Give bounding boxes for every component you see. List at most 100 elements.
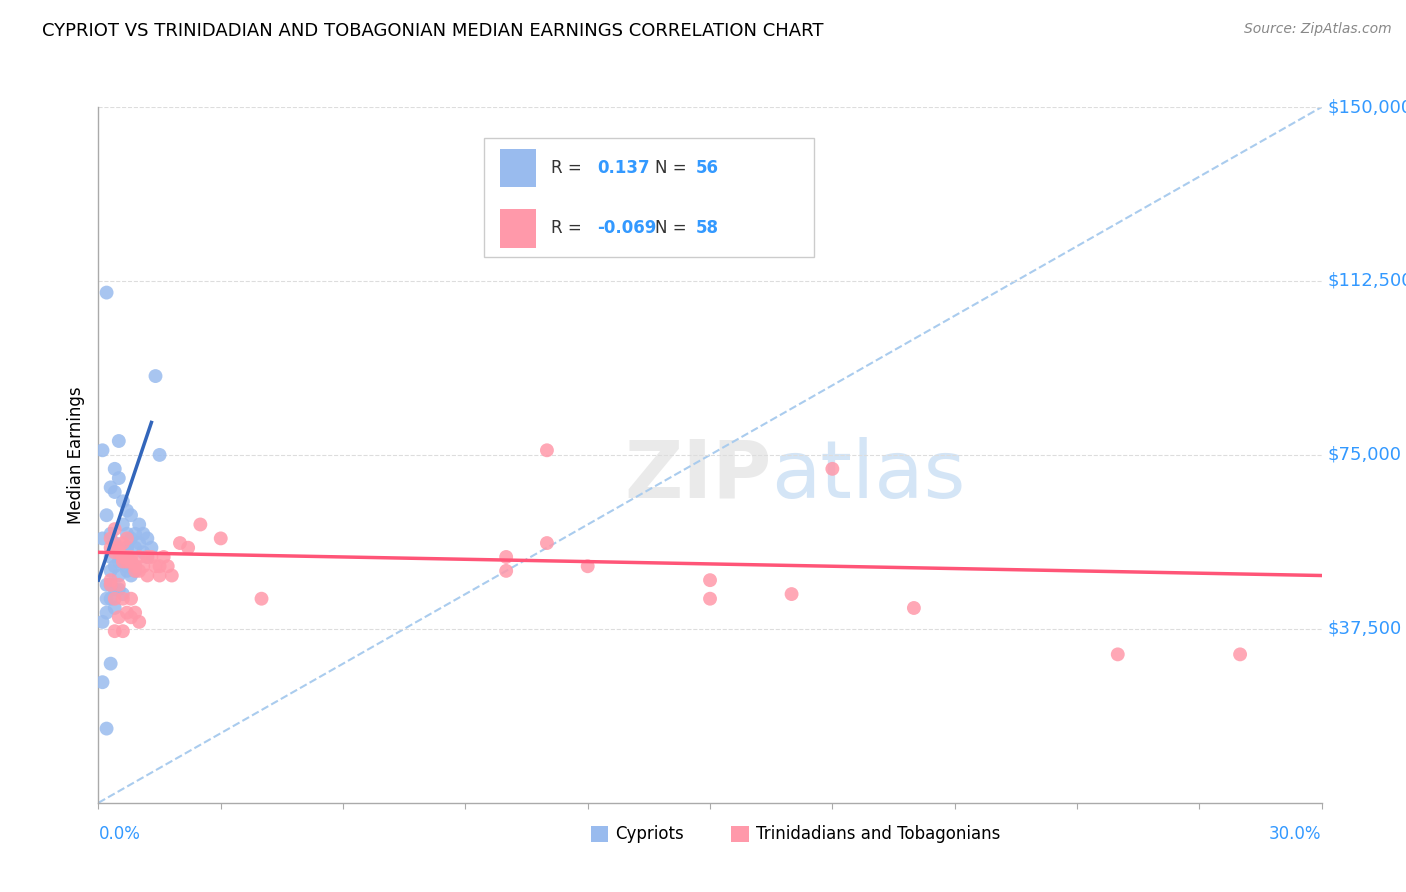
- Point: [111, 549, 134, 564]
- Point: [104, 485, 127, 500]
- Point: [111, 517, 134, 532]
- FancyBboxPatch shape: [499, 210, 536, 248]
- Point: [536, 443, 558, 458]
- Point: [124, 559, 146, 574]
- Point: [100, 480, 122, 494]
- Point: [149, 568, 172, 582]
- Point: [108, 568, 131, 582]
- Point: [100, 573, 122, 587]
- Point: [91, 443, 114, 458]
- Point: [780, 587, 803, 601]
- Text: 0.137: 0.137: [598, 159, 650, 177]
- Point: [100, 549, 122, 564]
- Point: [149, 448, 172, 462]
- Point: [132, 559, 155, 574]
- Point: [104, 545, 127, 559]
- Text: Source: ZipAtlas.com: Source: ZipAtlas.com: [1244, 22, 1392, 37]
- Point: [124, 564, 146, 578]
- Point: [91, 532, 114, 546]
- Point: [96, 508, 118, 523]
- Text: N =: N =: [655, 159, 692, 177]
- Point: [903, 601, 925, 615]
- Point: [108, 610, 131, 624]
- Text: Trinidadians and Tobagonians: Trinidadians and Tobagonians: [756, 825, 1000, 843]
- Point: [108, 582, 131, 597]
- Point: [145, 559, 167, 574]
- Point: [108, 555, 131, 569]
- Text: R =: R =: [551, 159, 588, 177]
- Text: Cypriots: Cypriots: [616, 825, 683, 843]
- Point: [124, 564, 146, 578]
- Point: [149, 559, 172, 574]
- Point: [104, 591, 127, 606]
- Text: ZIP: ZIP: [624, 437, 772, 515]
- Point: [821, 462, 844, 476]
- Point: [536, 536, 558, 550]
- Point: [108, 471, 131, 485]
- Point: [124, 526, 146, 541]
- Text: 56: 56: [696, 159, 718, 177]
- Point: [495, 549, 517, 564]
- Point: [100, 578, 122, 592]
- Point: [100, 541, 122, 555]
- Point: [120, 591, 142, 606]
- Point: [108, 434, 131, 448]
- Point: [128, 549, 150, 564]
- Point: [145, 369, 167, 384]
- Point: [128, 615, 150, 629]
- Point: [699, 573, 721, 587]
- Point: [141, 549, 163, 564]
- Point: [115, 549, 138, 564]
- Text: N =: N =: [655, 219, 692, 237]
- Point: [115, 555, 138, 569]
- Text: 0.0%: 0.0%: [98, 825, 141, 843]
- Point: [104, 601, 127, 615]
- Point: [111, 555, 134, 569]
- Point: [96, 285, 118, 300]
- Point: [96, 591, 118, 606]
- Point: [1229, 648, 1251, 662]
- Text: $75,000: $75,000: [1327, 446, 1402, 464]
- Point: [136, 568, 159, 582]
- Point: [169, 536, 191, 550]
- Point: [156, 559, 179, 574]
- Point: [120, 555, 142, 569]
- Point: [111, 555, 134, 569]
- Point: [100, 591, 122, 606]
- Point: [100, 564, 122, 578]
- Point: [132, 526, 155, 541]
- Point: [115, 564, 138, 578]
- Point: [104, 582, 127, 597]
- Point: [120, 610, 142, 624]
- Text: -0.069: -0.069: [598, 219, 657, 237]
- Point: [209, 532, 232, 546]
- Point: [104, 559, 127, 574]
- Point: [152, 549, 174, 564]
- Point: [111, 494, 134, 508]
- Point: [136, 549, 159, 564]
- Point: [120, 549, 142, 564]
- Point: [576, 559, 599, 574]
- Point: [108, 578, 131, 592]
- Point: [115, 526, 138, 541]
- Point: [115, 503, 138, 517]
- Point: [699, 591, 721, 606]
- Text: $37,500: $37,500: [1327, 620, 1402, 638]
- Point: [132, 545, 155, 559]
- Point: [1107, 648, 1129, 662]
- Point: [104, 536, 127, 550]
- Text: CYPRIOT VS TRINIDADIAN AND TOBAGONIAN MEDIAN EARNINGS CORRELATION CHART: CYPRIOT VS TRINIDADIAN AND TOBAGONIAN ME…: [42, 22, 824, 40]
- Point: [100, 578, 122, 592]
- Point: [115, 541, 138, 555]
- Y-axis label: Median Earnings: Median Earnings: [67, 386, 86, 524]
- Point: [136, 532, 159, 546]
- Text: 58: 58: [696, 219, 718, 237]
- Point: [188, 517, 212, 532]
- Point: [104, 522, 127, 536]
- Point: [91, 615, 114, 629]
- Point: [160, 568, 183, 582]
- Point: [100, 532, 122, 546]
- Point: [111, 587, 134, 601]
- Point: [96, 578, 118, 592]
- Point: [111, 591, 134, 606]
